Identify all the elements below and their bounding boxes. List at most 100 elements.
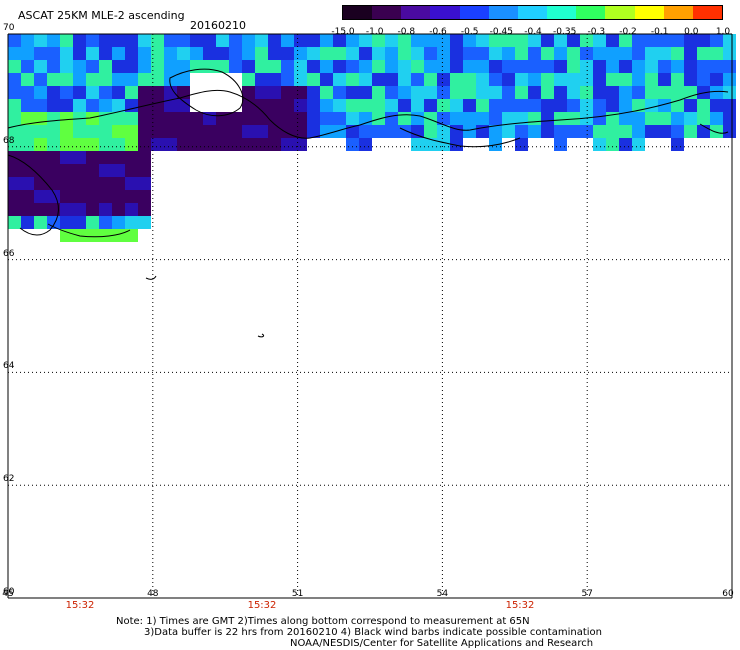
swath-cell bbox=[411, 112, 424, 125]
swath-cell bbox=[73, 216, 86, 229]
swath-cell bbox=[60, 112, 73, 125]
swath-cell bbox=[151, 47, 164, 60]
latitude-label: 66 bbox=[3, 248, 15, 259]
swath-cell bbox=[203, 47, 216, 60]
swath-cell bbox=[47, 112, 60, 125]
swath-cell bbox=[151, 73, 164, 86]
swath-cell bbox=[73, 151, 86, 164]
swath-cell bbox=[619, 86, 632, 99]
swath-cell bbox=[515, 86, 528, 99]
swath-cell bbox=[320, 60, 333, 73]
swath-cell bbox=[645, 125, 658, 138]
swath-cell bbox=[437, 112, 450, 125]
swath-cell bbox=[502, 73, 515, 86]
swath-cell bbox=[385, 86, 398, 99]
swath-cell bbox=[515, 138, 528, 151]
swath-cell bbox=[21, 73, 34, 86]
swath-cell bbox=[255, 125, 268, 138]
swath-cell bbox=[125, 203, 138, 216]
swath-cell bbox=[125, 177, 138, 190]
swath-cell bbox=[502, 99, 515, 112]
swath-cell bbox=[580, 73, 593, 86]
swath-cell bbox=[333, 73, 346, 86]
swath-cell bbox=[47, 60, 60, 73]
swath-cell bbox=[554, 86, 567, 99]
swath-cell bbox=[398, 112, 411, 125]
swath-cell bbox=[190, 125, 203, 138]
colorbar-labels: -15.0 -1.0 -0.8 -0.6 -0.5 -0.45 -0.4 -0.35 -0.3 -… bbox=[0, 27, 740, 39]
swath-cell bbox=[385, 47, 398, 60]
swath-cell bbox=[385, 73, 398, 86]
swath-cell bbox=[86, 216, 99, 229]
swath-cell bbox=[658, 99, 671, 112]
swath-cell bbox=[671, 34, 684, 47]
swath-cell bbox=[723, 47, 736, 60]
swath-cell bbox=[606, 125, 619, 138]
swath-cell bbox=[710, 112, 723, 125]
swath-cell bbox=[47, 164, 60, 177]
swath-cell bbox=[385, 99, 398, 112]
swath-cell bbox=[580, 47, 593, 60]
swath-cell bbox=[86, 190, 99, 203]
swath-cell bbox=[229, 34, 242, 47]
swath-cell bbox=[216, 47, 229, 60]
swath-cell bbox=[463, 60, 476, 73]
swath-cell bbox=[138, 125, 151, 138]
swath-cell bbox=[164, 86, 177, 99]
swath-cell bbox=[372, 86, 385, 99]
swath-cell bbox=[333, 99, 346, 112]
swath-cell bbox=[437, 34, 450, 47]
swath-cell bbox=[710, 73, 723, 86]
swath-cell bbox=[372, 125, 385, 138]
swath-cell bbox=[294, 125, 307, 138]
swath-cell bbox=[385, 34, 398, 47]
swath-cell bbox=[658, 86, 671, 99]
swath-cell bbox=[541, 125, 554, 138]
swath-cell bbox=[424, 47, 437, 60]
swath-cell bbox=[697, 47, 710, 60]
swath-cell bbox=[125, 34, 138, 47]
longitude-label: 54 bbox=[436, 589, 449, 599]
swath-cell bbox=[21, 190, 34, 203]
swath-cell bbox=[99, 203, 112, 216]
swath-cell bbox=[255, 138, 268, 151]
swath-cell bbox=[268, 47, 281, 60]
swath-cell bbox=[34, 177, 47, 190]
swath-cell bbox=[424, 125, 437, 138]
swath-cell bbox=[398, 86, 411, 99]
swath-cell bbox=[86, 229, 99, 242]
swath-cell bbox=[86, 73, 99, 86]
swath-cell bbox=[151, 86, 164, 99]
swath-cell bbox=[138, 190, 151, 203]
swath-cell bbox=[437, 125, 450, 138]
swath-cell bbox=[515, 125, 528, 138]
swath-cell bbox=[723, 112, 736, 125]
swath-cell bbox=[476, 60, 489, 73]
swath-cell bbox=[307, 47, 320, 60]
swath-cell bbox=[372, 60, 385, 73]
swath-cell bbox=[398, 34, 411, 47]
swath-cell bbox=[554, 112, 567, 125]
swath-cell bbox=[437, 73, 450, 86]
swath-cell bbox=[294, 138, 307, 151]
swath-cell bbox=[632, 60, 645, 73]
longitude-label: 57 bbox=[581, 589, 593, 599]
swath-cell bbox=[268, 60, 281, 73]
swath-cell bbox=[125, 229, 138, 242]
swath-cell bbox=[8, 125, 21, 138]
swath-cell bbox=[606, 99, 619, 112]
swath-cell bbox=[385, 60, 398, 73]
swath-cell bbox=[177, 112, 190, 125]
swath-cell bbox=[489, 99, 502, 112]
swath-cell bbox=[34, 151, 47, 164]
swath-cell bbox=[658, 47, 671, 60]
swath-cell bbox=[645, 60, 658, 73]
swath-cell bbox=[567, 86, 580, 99]
swath-cell bbox=[99, 73, 112, 86]
swath-cell bbox=[554, 47, 567, 60]
swath-cell bbox=[320, 86, 333, 99]
swath-cell bbox=[567, 34, 580, 47]
swath-cell bbox=[60, 99, 73, 112]
colorbar-swatch bbox=[605, 6, 635, 19]
swath-cell bbox=[528, 125, 541, 138]
